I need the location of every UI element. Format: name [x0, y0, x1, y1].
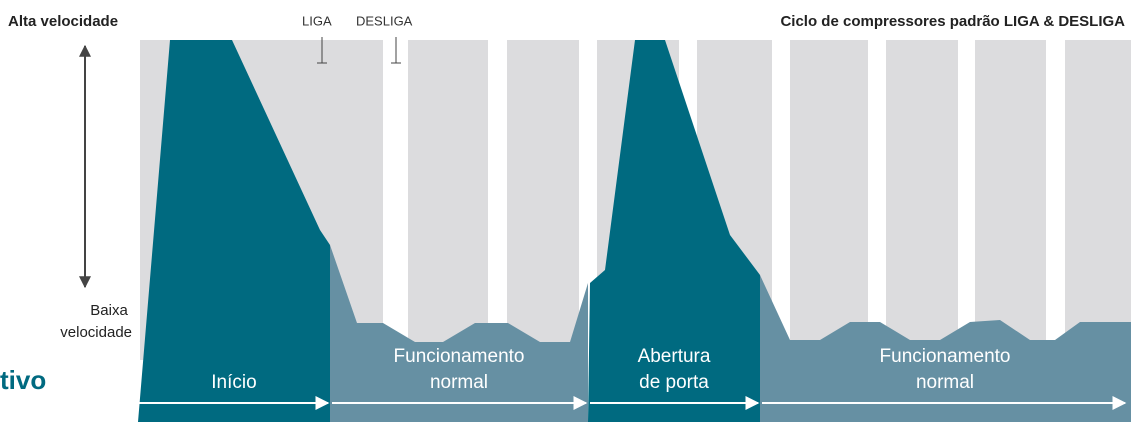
on-label: LIGA [302, 13, 332, 28]
door-area [588, 40, 760, 422]
phase-label: normal [430, 372, 488, 393]
side-title: tivo [0, 365, 46, 395]
phase-labels: Início Funcionamento normal Abertura de port… [211, 346, 1010, 393]
phase-label: Início [211, 372, 256, 393]
high-label: Alta velocidade [8, 13, 118, 30]
phase-label: Abertura [638, 346, 711, 367]
start-area [138, 40, 330, 422]
low-label-line: Baixa [90, 302, 128, 319]
off-label: DESLIGA [356, 13, 413, 28]
phase-label: Funcionamento [880, 346, 1011, 367]
phase-label: de porta [639, 372, 709, 393]
normal-area [330, 245, 588, 422]
low-label-line: velocidade [60, 324, 132, 341]
on-off-ticks [317, 37, 401, 64]
normal-area [760, 275, 1131, 422]
phase-label: normal [916, 372, 974, 393]
low-label: Baixa velocidade [60, 302, 132, 341]
phase-label: Funcionamento [394, 346, 525, 367]
title: Ciclo de compressores padrão LIGA & DESL… [780, 13, 1125, 30]
